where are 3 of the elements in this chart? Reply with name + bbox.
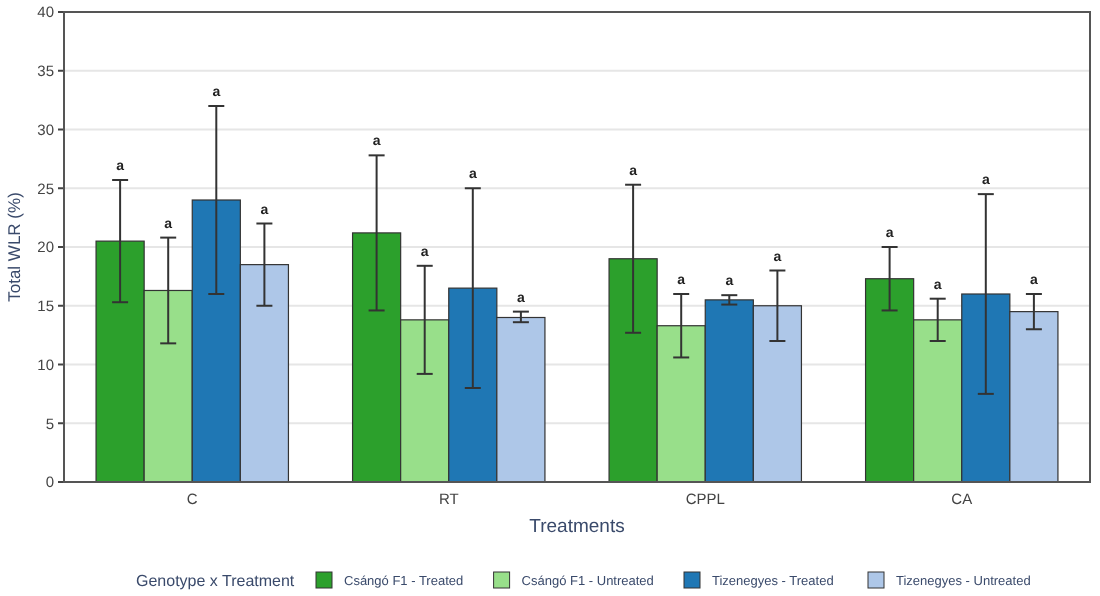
x-axis-title: Treatments (529, 516, 626, 538)
y-axis-title: Total WLR (%) (4, 191, 24, 302)
legend-title: Genotype x Treatment (136, 571, 296, 590)
